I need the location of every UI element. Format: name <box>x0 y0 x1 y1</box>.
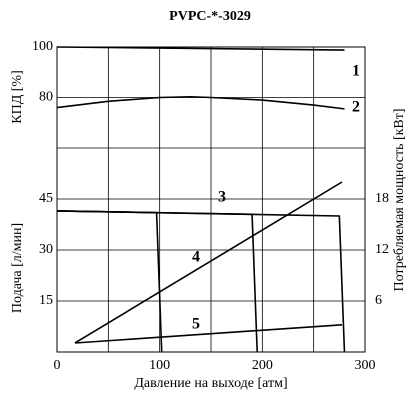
y-tick-label: 15 <box>39 293 53 308</box>
series-label: 1 <box>352 63 360 80</box>
x-tick-label: 0 <box>54 358 61 373</box>
y2-tick-label: 6 <box>375 293 382 308</box>
series-label: 5 <box>192 316 200 333</box>
line-series <box>56 210 163 353</box>
y2-axis-label: Потребляемая мощность [кВт] <box>392 108 407 291</box>
line-series <box>56 95 345 110</box>
x-axis-label: Давление на выходе [атм] <box>134 376 287 391</box>
y-tick-label: 45 <box>39 191 53 206</box>
series-label: 3 <box>218 189 226 206</box>
line-series <box>56 210 346 353</box>
line-series <box>74 324 343 344</box>
y2-tick-label: 12 <box>375 242 389 257</box>
y-tick-label: 100 <box>32 39 53 54</box>
y-tick-label: 80 <box>39 90 53 105</box>
chart-title: PVPC-*-3029 <box>169 9 251 24</box>
line-series <box>56 46 345 51</box>
y2-tick-label: 18 <box>375 191 389 206</box>
x-tick-label: 300 <box>355 358 376 373</box>
series-label: 4 <box>192 249 200 266</box>
y-axis-label: Подача [л/мин] <box>10 223 25 313</box>
line-series <box>74 181 343 344</box>
x-tick-label: 100 <box>149 358 170 373</box>
y-axis-label: КПД [%] <box>10 70 25 123</box>
x-tick-label: 200 <box>252 358 273 373</box>
y-tick-label: 30 <box>39 242 53 257</box>
series-label: 2 <box>352 99 360 116</box>
